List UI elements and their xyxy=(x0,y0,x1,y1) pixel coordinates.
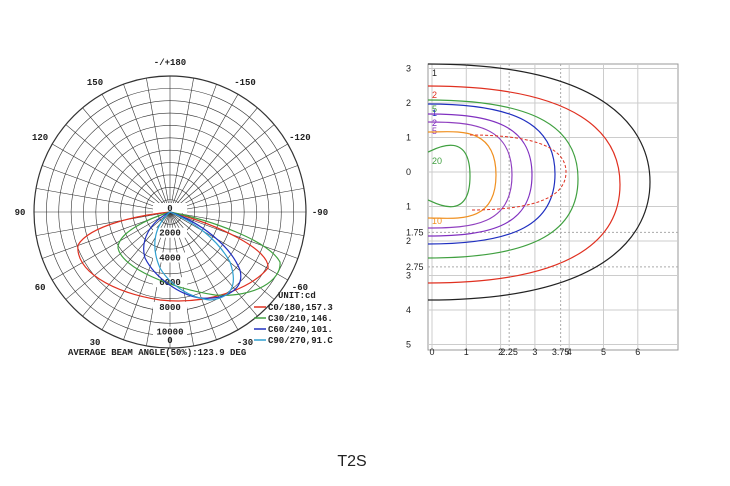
radial-label-bg xyxy=(153,326,187,337)
contour-label: 5 xyxy=(432,104,437,114)
legend-unit: UNIT:cd xyxy=(278,291,316,301)
radial-label-bg xyxy=(153,227,187,238)
y-tick-label: 0 xyxy=(406,167,411,177)
polar-spoke xyxy=(42,165,171,213)
legend-label: C60/240,101. xyxy=(268,325,333,335)
y-tick-label: 3 xyxy=(406,271,411,281)
y-tick-label: 2.75 xyxy=(406,262,424,272)
polar-spoke xyxy=(169,94,239,213)
polar-spoke xyxy=(82,107,171,213)
x-tick-label: 5 xyxy=(601,347,606,357)
polar-ring xyxy=(107,149,233,275)
polar-spoke xyxy=(146,78,171,213)
contour-label: 1 xyxy=(432,108,437,118)
polar-ring xyxy=(33,75,307,349)
polar-spoke xyxy=(169,211,275,300)
angle-label: -90 xyxy=(312,208,328,218)
polar-spoke xyxy=(65,211,171,300)
contour xyxy=(427,103,556,245)
contour xyxy=(427,63,651,301)
angle-label: 90 xyxy=(15,208,26,218)
y-tick-label: 2 xyxy=(406,98,411,108)
contour xyxy=(427,99,579,259)
radial-label-bg xyxy=(153,252,187,263)
contour xyxy=(427,113,533,237)
y-tick-label: 1 xyxy=(406,133,411,143)
contour xyxy=(427,85,621,284)
angle-label: 60 xyxy=(35,283,46,293)
x-tick-label: 6 xyxy=(635,347,640,357)
polar-spoke xyxy=(169,78,194,213)
legend-label: C90/270,91.C xyxy=(268,336,333,346)
x-tick-label: 4 xyxy=(567,347,572,357)
x-tick-label: 3.75 xyxy=(552,347,570,357)
x-tick-label: 1 xyxy=(464,347,469,357)
contour xyxy=(427,121,513,229)
angle-label: 0 xyxy=(167,336,172,346)
curve xyxy=(117,211,281,296)
polar-spoke xyxy=(101,94,171,213)
radial-label-bg xyxy=(153,203,187,213)
radial-label: 6000 xyxy=(159,278,181,288)
radial-label-bg xyxy=(153,277,187,288)
angle-label: -/+180 xyxy=(154,58,186,68)
figure-caption: T2S xyxy=(337,453,366,470)
polar-spoke xyxy=(169,188,304,213)
angle-label: -120 xyxy=(289,133,311,143)
contour-label: 2 xyxy=(432,90,437,100)
x-tick-label: 2.25 xyxy=(500,347,518,357)
x-tick-label: 3 xyxy=(532,347,537,357)
polar-ring xyxy=(83,125,257,299)
x-tick-label: 2 xyxy=(498,347,503,357)
contour xyxy=(427,144,471,208)
angle-label: 120 xyxy=(32,133,48,143)
polar-spoke xyxy=(123,84,171,213)
radial-label: 2000 xyxy=(159,229,181,239)
angle-label: -150 xyxy=(234,78,256,88)
angle-label: 150 xyxy=(87,78,103,88)
legend-label: C0/180,157.3 xyxy=(268,303,333,313)
polar-spoke xyxy=(169,143,288,213)
radial-label: 0 xyxy=(167,204,172,214)
angle-label: -60 xyxy=(292,283,308,293)
curve xyxy=(154,211,234,301)
x-tick-label: 0 xyxy=(429,347,434,357)
y-tick-label: 1 xyxy=(406,202,411,212)
curve xyxy=(77,211,269,302)
y-tick-label: 5 xyxy=(406,340,411,350)
y-tick-label: 1.75 xyxy=(406,227,424,237)
angle-label: 30 xyxy=(90,338,101,348)
polar-spoke xyxy=(65,124,171,213)
y-tick-label: 4 xyxy=(406,305,411,315)
contour-label: 5 xyxy=(432,126,437,136)
polar-spoke xyxy=(52,143,171,213)
angle-label: -30 xyxy=(237,338,253,348)
polar-curves xyxy=(77,211,281,302)
y-tick-label: 2 xyxy=(406,236,411,246)
polar-spoke xyxy=(169,124,275,213)
polar-spoke xyxy=(52,211,171,281)
contour-label: 2 xyxy=(432,118,437,128)
polar-spoke xyxy=(36,211,171,236)
polar-spoke xyxy=(36,188,171,213)
polar-ring xyxy=(58,100,282,324)
polar-spoke xyxy=(169,211,304,236)
radial-label: 4000 xyxy=(159,253,181,263)
contour-label: 10 xyxy=(432,216,442,226)
radial-label: 10000 xyxy=(156,328,183,338)
contour-dashed xyxy=(469,134,567,211)
legend-label: C30/210,146. xyxy=(268,314,333,324)
radial-label-bg xyxy=(153,301,187,312)
contour-label: 1 xyxy=(432,68,437,78)
polar-spoke xyxy=(169,84,217,213)
polar-spoke xyxy=(169,165,298,213)
beam-caption: AVERAGE BEAM ANGLE(50%):123.9 DEG xyxy=(68,348,246,358)
polar-ring xyxy=(132,174,208,250)
y-tick-label: 3 xyxy=(406,64,411,74)
radial-label: 8000 xyxy=(159,303,181,313)
contour xyxy=(427,131,497,219)
contour-label: 20 xyxy=(432,156,442,166)
polar-spoke xyxy=(169,107,258,213)
